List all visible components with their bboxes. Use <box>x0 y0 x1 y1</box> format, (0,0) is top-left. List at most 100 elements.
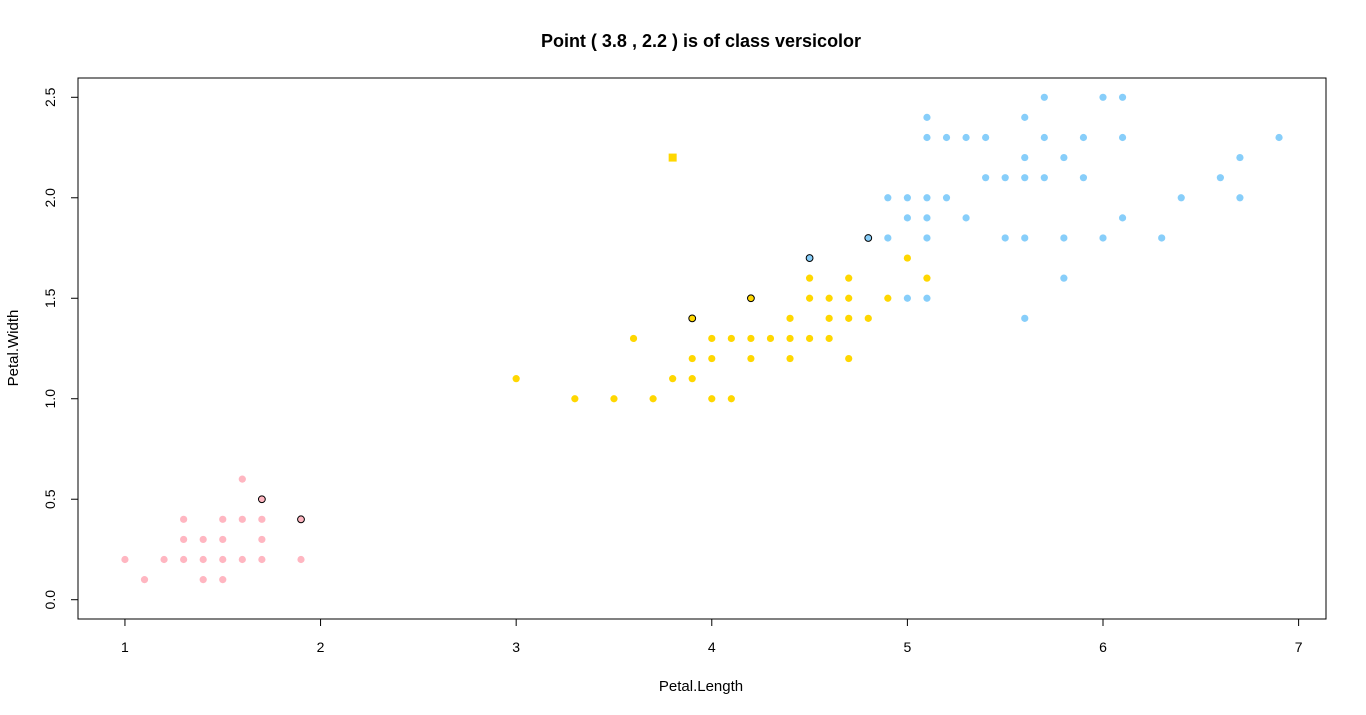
data-point-series-1 <box>766 334 775 343</box>
outlined-point <box>688 314 697 323</box>
data-point-series-1 <box>864 314 872 322</box>
y-tick-label: 2.5 <box>42 87 58 107</box>
data-point-series-1 <box>903 254 911 262</box>
data-point-series-2 <box>1177 194 1185 202</box>
data-point-series-0 <box>199 576 207 584</box>
data-point-series-0 <box>258 555 266 564</box>
data-point-series-2 <box>923 113 931 121</box>
y-axis: 0.0 0.5 1.0 1.5 2.0 2.5 <box>42 87 79 610</box>
data-point-series-0 <box>180 515 188 523</box>
data-point-series-0 <box>199 555 207 564</box>
x-tick-label: 2 <box>317 639 325 655</box>
data-point-series-1 <box>786 334 794 343</box>
data-point-series-2 <box>1275 133 1283 142</box>
data-point-series-2 <box>903 294 911 302</box>
data-point-series-2 <box>1236 153 1244 162</box>
data-point-series-0 <box>140 576 149 584</box>
data-point-series-0 <box>180 555 188 564</box>
data-point-series-2 <box>1099 93 1107 101</box>
data-point-series-2 <box>1021 113 1029 121</box>
outlined-point <box>805 254 814 262</box>
data-point-series-1 <box>669 375 677 383</box>
data-point-series-1 <box>708 395 716 403</box>
data-point-series-0 <box>180 535 188 544</box>
data-point-series-1 <box>825 294 833 302</box>
data-point-series-1 <box>786 314 794 322</box>
data-point-series-1 <box>923 274 931 282</box>
data-point-series-2 <box>1060 234 1068 242</box>
data-point-series-2 <box>1118 214 1127 222</box>
data-point-series-0 <box>238 475 246 483</box>
data-point-series-0 <box>258 515 266 523</box>
data-point-series-1 <box>649 395 657 403</box>
data-point-series-2 <box>923 234 931 242</box>
data-point-series-1 <box>786 354 794 363</box>
data-point-series-2 <box>1040 133 1048 142</box>
x-tick-label: 1 <box>121 639 129 655</box>
data-point-series-2 <box>884 234 892 242</box>
data-point-series-0 <box>160 555 168 564</box>
data-point-series-2 <box>942 133 951 142</box>
data-point-series-2 <box>1158 234 1166 242</box>
data-point-series-2 <box>903 194 911 202</box>
data-point-series-0 <box>238 555 246 564</box>
data-point-series-1 <box>845 274 853 282</box>
data-point-series-1 <box>727 395 735 403</box>
data-point-series-1 <box>610 395 618 403</box>
data-point-series-2 <box>1216 174 1224 182</box>
y-tick-label: 0.5 <box>42 489 58 509</box>
y-tick-label: 0.0 <box>42 590 58 610</box>
x-tick-label: 3 <box>512 639 520 655</box>
data-point-series-1 <box>884 294 892 302</box>
data-point-series-2 <box>923 294 931 302</box>
data-point-series-2 <box>1060 274 1068 282</box>
data-point-series-2 <box>884 194 892 202</box>
chart-title: Point ( 3.8 , 2.2 ) is of class versicol… <box>541 31 861 51</box>
x-tick-label: 7 <box>1295 639 1303 655</box>
data-point-series-1 <box>688 354 696 363</box>
data-point-series-2 <box>1060 153 1068 162</box>
data-point-series-1 <box>688 375 696 383</box>
x-axis: 1 2 3 4 5 6 7 <box>121 618 1303 655</box>
data-point-series-1 <box>512 375 520 383</box>
data-point-series-0 <box>199 535 207 544</box>
data-point-series-2 <box>1001 234 1009 242</box>
data-point-series-1 <box>845 314 853 322</box>
outlined-point <box>747 294 755 303</box>
y-tick-label: 1.5 <box>42 288 58 308</box>
data-point-series-2 <box>1079 133 1088 142</box>
data-point-series-2 <box>1040 93 1048 101</box>
data-point-series-2 <box>1001 174 1009 182</box>
data-point-series-0 <box>219 576 227 584</box>
data-point-series-0 <box>297 555 305 564</box>
data-point-series-1 <box>571 395 579 403</box>
data-point-series-2 <box>923 214 931 222</box>
data-point-series-2 <box>1099 234 1107 242</box>
data-point-series-1 <box>747 354 755 363</box>
y-tick-label: 2.0 <box>42 188 58 208</box>
plot-frame <box>77 77 1327 620</box>
data-point-series-1 <box>805 274 814 282</box>
data-point-series-0 <box>258 535 266 544</box>
outlined-point <box>297 515 305 524</box>
data-point-series-0 <box>121 555 129 564</box>
data-point-series-2 <box>982 174 990 182</box>
data-point-series-1 <box>708 354 716 363</box>
data-point-series-2 <box>1021 234 1029 242</box>
data-point-series-1 <box>708 334 716 343</box>
query-point <box>668 153 677 162</box>
data-point-series-2 <box>962 133 970 142</box>
y-tick-label: 1.0 <box>42 389 58 409</box>
x-tick-label: 5 <box>903 639 911 655</box>
y-axis-label: Petal.Width <box>5 310 22 387</box>
data-point-series-2 <box>1021 314 1029 322</box>
data-point-series-2 <box>1079 174 1088 182</box>
data-point-series-2 <box>1118 93 1127 101</box>
data-point-series-0 <box>219 555 227 564</box>
data-point-series-2 <box>1236 194 1244 202</box>
data-point-series-2 <box>1040 174 1048 182</box>
data-point-series-2 <box>962 214 970 222</box>
data-point-series-0 <box>219 515 227 523</box>
data-point-series-1 <box>845 294 853 302</box>
